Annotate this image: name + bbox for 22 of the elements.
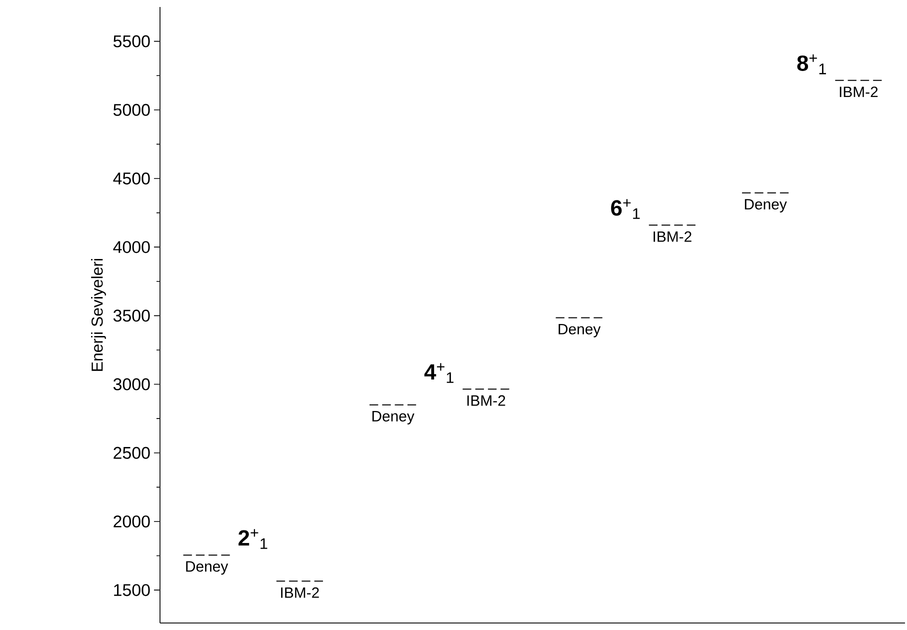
y-tick-label: 5500 [113,35,150,48]
annotation: 2$^{+}$1 [238,529,268,549]
series-label: IBM-2 [281,587,319,598]
y-tick-label: 4000 [113,241,150,254]
annotation: 6$^{+}$1 [611,199,640,219]
y-axis-title: Enerji Seviyeleri [91,258,106,371]
y-tick-label: 3000 [113,378,150,390]
series-label: Deney [372,411,414,424]
series-label: IBM-2 [467,395,506,406]
annotation: 4$^{+}$1 [424,363,454,383]
annotation: 8$^{+}$1 [797,54,826,74]
y-tick-label: 2000 [114,515,150,528]
y-tick-label: 2500 [114,446,150,459]
series-label: Deney [186,561,228,575]
y-tick-label: 1500 [114,584,150,596]
series-label: Deney [744,199,787,212]
y-tick-label: 4500 [113,172,150,184]
series-label: Deney [558,324,601,338]
series-label: IBM-2 [840,86,878,98]
y-tick-label: 3500 [113,310,150,322]
series-label: IBM-2 [654,231,692,242]
y-tick-label: 5000 [113,104,150,116]
